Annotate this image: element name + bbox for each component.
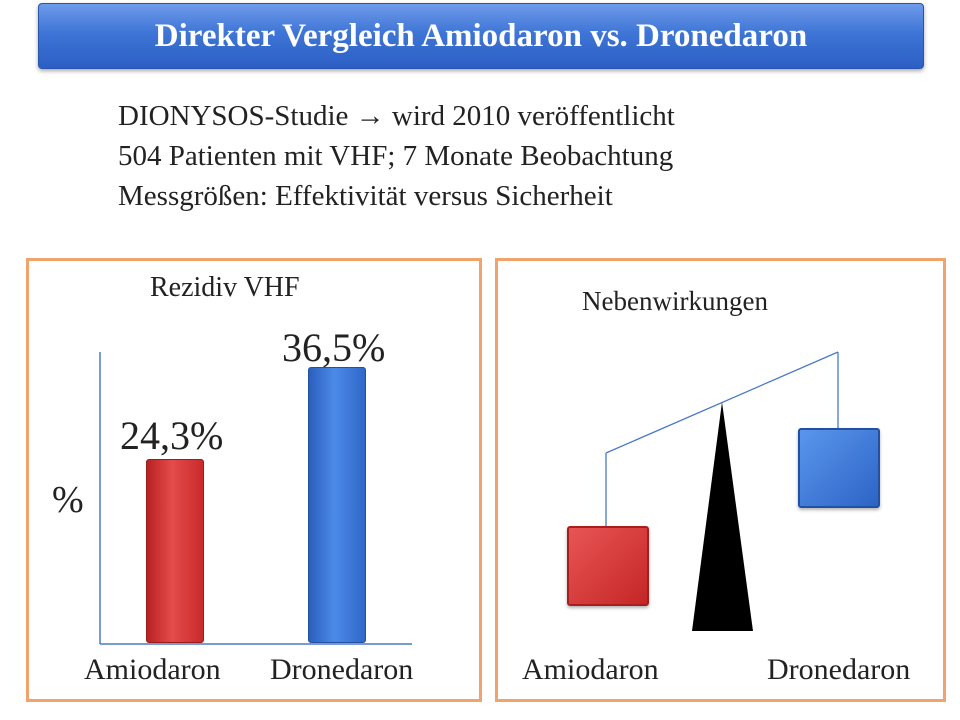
bar-amiodaron (146, 459, 204, 643)
intro-line: DIONYSOS-Studie → wird 2010 veröffentlic… (118, 100, 675, 132)
scale-label-dronedaron: Dronedaron (767, 653, 911, 686)
category-label-amiodaron: Amiodaron (84, 653, 221, 686)
side-effects-panel (495, 258, 946, 702)
intro-text: DIONYSOS-Studie → wird 2010 veröffentlic… (118, 96, 675, 216)
recurrence-chart-panel (26, 258, 482, 702)
slide-title: Direkter Vergleich Amiodaron vs. Droneda… (154, 18, 808, 54)
value-label-dronedaron: 36,5% (282, 325, 386, 370)
title-bar: Direkter Vergleich Amiodaron vs. Droneda… (38, 3, 924, 69)
side-effects-title: Nebenwirkungen (582, 286, 768, 316)
weight-dronedaron (798, 428, 880, 508)
scale-fulcrum-triangle (692, 402, 753, 631)
chart-title: Rezidiv VHF (150, 272, 300, 303)
intro-line: 504 Patienten mit VHF; 7 Monate Beobacht… (118, 140, 674, 172)
intro-line: Messgrößen: Effektivität versus Sicherhe… (118, 180, 613, 212)
value-label-amiodaron: 24,3% (120, 413, 224, 458)
weight-amiodaron (567, 526, 649, 606)
y-axis-label: % (52, 479, 84, 521)
scale-label-amiodaron: Amiodaron (522, 653, 659, 686)
bar-dronedaron (308, 367, 366, 643)
category-label-dronedaron: Dronedaron (270, 653, 414, 686)
